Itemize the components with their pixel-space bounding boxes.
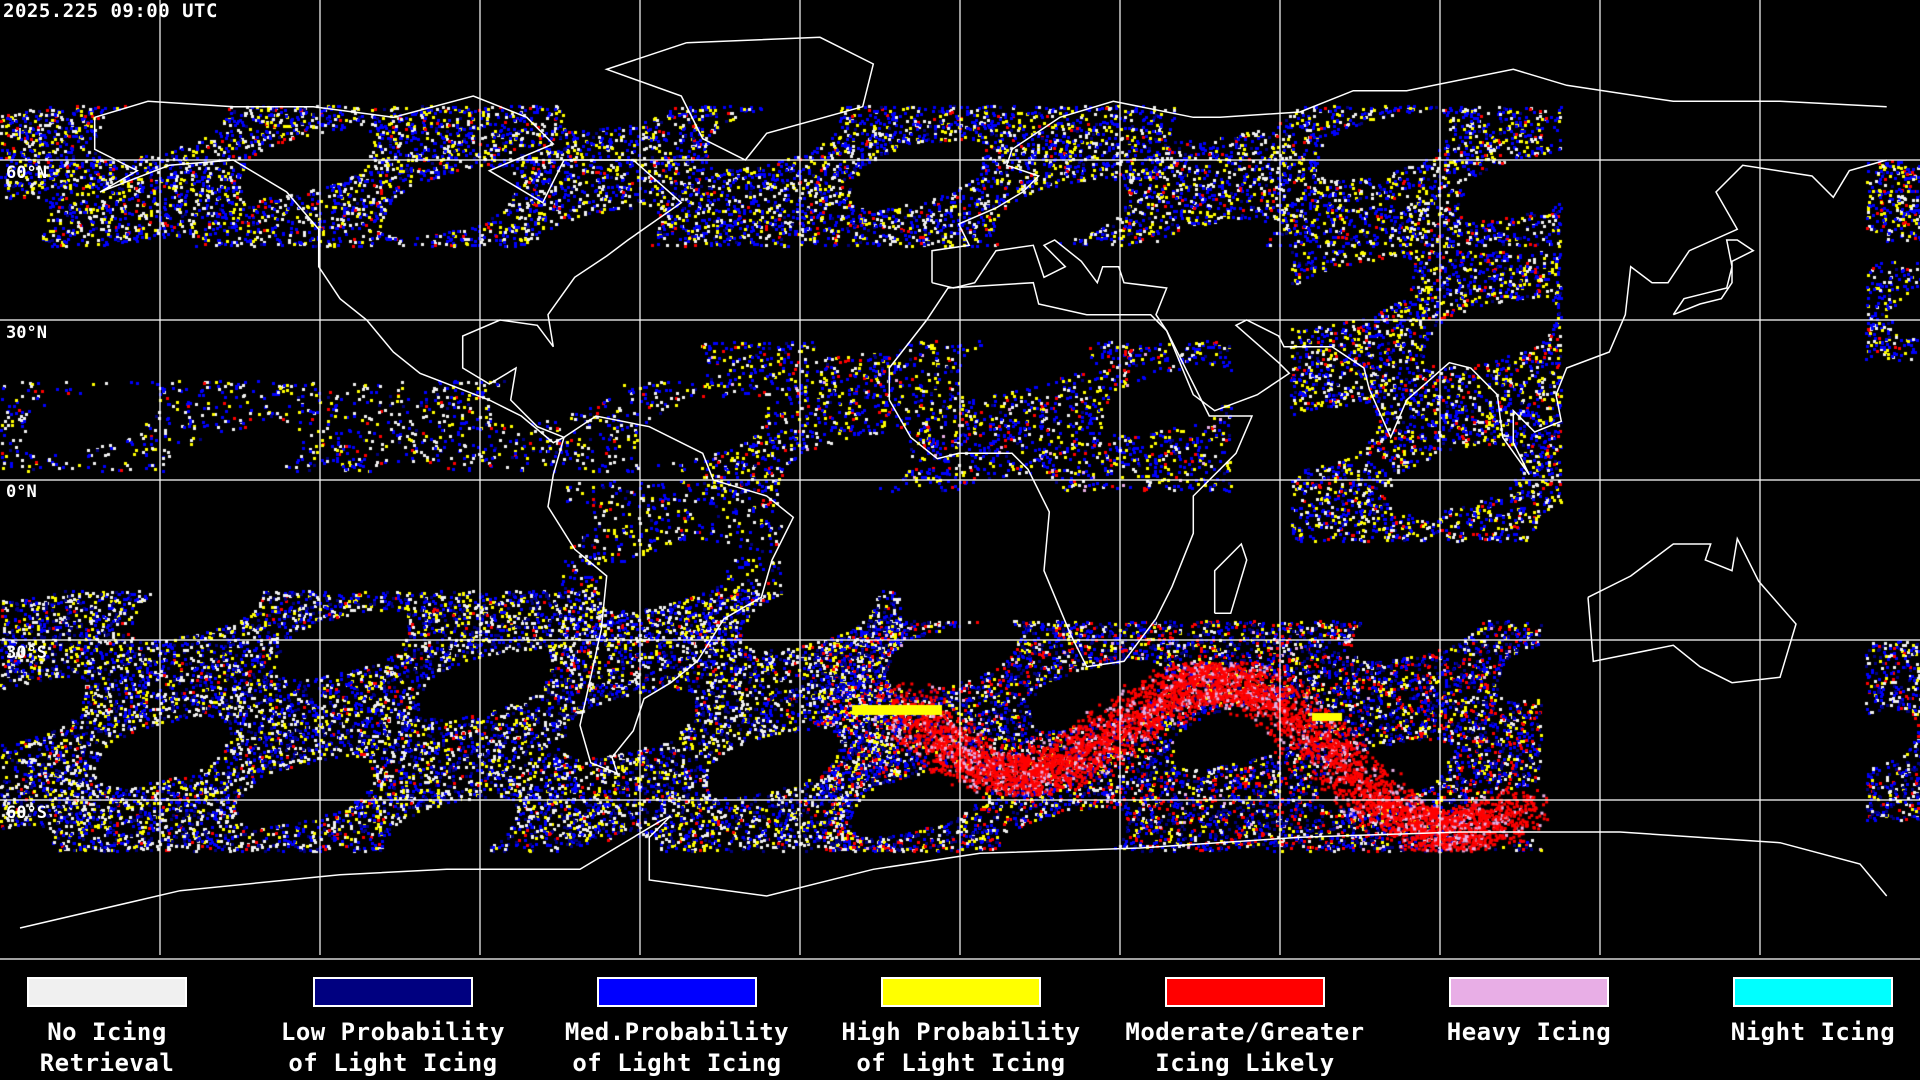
legend-item-high-probability: High Probability of Light Icing [821,976,1101,1079]
coastline-madagascar [1213,542,1248,615]
icing-map [0,0,1920,959]
legend-label: Low Probability of Light Icing [280,1018,506,1077]
lat-label-60n: 60°N [6,163,47,183]
coastline-africa [888,281,1254,668]
legend-label: Night Icing [1730,1018,1896,1046]
coastline-japan [1672,239,1755,316]
legend-item-night-icing: Night Icing [1673,976,1920,1048]
coastline-north-america [93,95,683,444]
lat-label-30s: 30°S [6,643,47,663]
legend-swatch [1732,976,1894,1008]
coastline-south-america [547,415,795,775]
coastline-grid-overlay [0,0,1920,955]
legend-swatch [596,976,758,1008]
lat-label-30n: 30°N [6,323,47,343]
legend-swatch [312,976,474,1008]
coastline-greenland [604,36,875,161]
timestamp: 2025.225 09:00 UTC [3,0,218,22]
lat-label-60s: 60°S [6,803,47,823]
coastline-antarctica [19,815,1888,929]
legend-item-low-probability: Low Probability of Light Icing [253,976,533,1079]
legend-item-med-probability: Med.Probability of Light Icing [537,976,817,1079]
legend-swatch [26,976,188,1008]
legend-swatch [880,976,1042,1008]
lat-label-0n: 0°N [6,482,37,502]
legend-label: Med.Probability of Light Icing [564,1018,790,1077]
legend-label: No Icing Retrieval [39,1018,175,1077]
legend-item-moderate-greater: Moderate/Greater Icing Likely [1105,976,1385,1079]
legend-swatch [1164,976,1326,1008]
legend-label: Moderate/Greater Icing Likely [1125,1018,1365,1077]
legend-divider [0,958,1920,960]
legend-label: High Probability of Light Icing [841,1018,1081,1077]
legend-swatch [1448,976,1610,1008]
coastline-australia [1587,536,1797,684]
legend-item-heavy-icing: Heavy Icing [1389,976,1669,1048]
coastline-eurasia [19,68,1887,476]
legend-label: Heavy Icing [1446,1018,1612,1046]
legend-item-no-icing: No Icing Retrieval [0,976,247,1079]
